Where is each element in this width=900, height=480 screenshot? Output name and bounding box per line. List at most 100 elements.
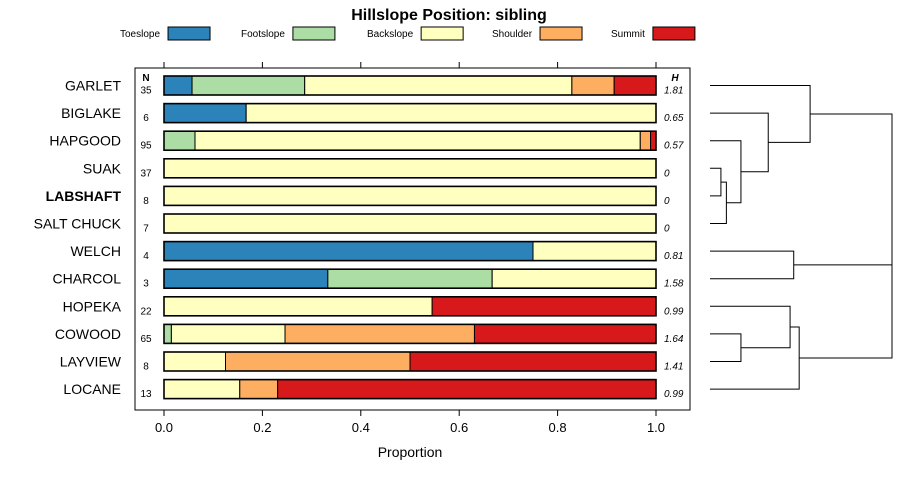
row-label-hopeka: HOPEKA xyxy=(63,298,122,314)
h-value-hapgood: 0.57 xyxy=(664,141,684,152)
row-label-salt-chuck: SALT CHUCK xyxy=(34,216,122,232)
h-value-garlet: 1.81 xyxy=(664,86,683,97)
n-count-locane: 13 xyxy=(140,389,152,400)
h-header: H xyxy=(671,73,679,84)
bar-biglake-toeslope xyxy=(163,103,247,124)
bar-outline-suak xyxy=(163,158,657,179)
bar-outline-garlet xyxy=(163,75,657,96)
h-value-labshaft: 0 xyxy=(664,196,670,207)
h-value-hopeka: 0.99 xyxy=(664,306,684,317)
bar-garlet-toeslope xyxy=(163,75,193,96)
h-value-welch: 0.81 xyxy=(664,251,683,262)
dendrogram xyxy=(710,85,893,390)
bar-welch-backslope xyxy=(532,241,657,262)
bar-hapgood-footslope xyxy=(163,130,196,151)
legend-swatch-shoulder xyxy=(539,26,583,41)
bar-charcol-toeslope xyxy=(163,268,329,289)
bar-outline-cowood xyxy=(163,323,657,345)
bar-hopeka-backslope xyxy=(163,296,433,317)
h-value-locane: 0.99 xyxy=(664,389,684,400)
legend-swatch-footslope xyxy=(292,26,336,41)
tick-label-0.0: 0.0 xyxy=(155,420,173,435)
bar-garlet-footslope xyxy=(191,75,306,96)
bar-labshaft-backslope xyxy=(163,185,657,206)
legend-swatch-backslope xyxy=(420,26,464,41)
bar-hopeka-summit xyxy=(431,296,657,317)
dendrogram-merge xyxy=(710,333,742,362)
row-label-labshaft: LABSHAFT xyxy=(46,188,122,204)
bar-outline-salt-chuck xyxy=(163,213,657,234)
tick-label-0.4: 0.4 xyxy=(352,420,370,435)
bar-salt-chuck-backslope xyxy=(163,213,657,234)
tick-label-0.8: 0.8 xyxy=(549,420,567,435)
bar-outline-charcol xyxy=(163,268,657,290)
row-label-cowood: COWOOD xyxy=(55,326,121,342)
dendrogram-merge xyxy=(710,167,722,197)
n-count-labshaft: 8 xyxy=(143,196,149,207)
tick-label-1.0: 1.0 xyxy=(647,420,665,435)
dendrogram-merge xyxy=(710,112,769,173)
bar-cowood-footslope xyxy=(163,323,172,344)
bar-outline-layview xyxy=(163,351,657,372)
bar-locane-shoulder xyxy=(239,379,279,400)
dendrogram-merge xyxy=(710,250,795,280)
bars-group: GARLET 35 1.81 BIGLAKE 6 0.65 HAPGOOD 95 0.57 SUA… xyxy=(34,75,684,400)
chart-title: Hillslope Position: sibling xyxy=(351,7,547,24)
bar-charcol-footslope xyxy=(327,268,493,289)
bar-hapgood-backslope xyxy=(194,130,641,151)
dendrogram-merge xyxy=(710,326,800,390)
bar-cowood-shoulder xyxy=(284,323,475,344)
dendrogram-merge xyxy=(810,113,893,312)
h-value-charcol: 1.58 xyxy=(664,279,684,290)
bar-outline-welch xyxy=(163,240,657,262)
n-header: N xyxy=(142,73,149,84)
n-count-garlet: 35 xyxy=(140,86,152,97)
bar-cowood-backslope xyxy=(170,323,286,344)
n-count-biglake: 6 xyxy=(143,113,149,124)
dendrogram-merge xyxy=(710,305,791,349)
bar-outline-locane xyxy=(163,378,657,400)
row-label-welch: WELCH xyxy=(70,243,121,259)
x-axis-title: Proportion xyxy=(378,444,443,460)
dendrogram-merge xyxy=(710,181,727,224)
n-count-cowood: 65 xyxy=(140,334,152,345)
n-count-suak: 37 xyxy=(140,168,152,179)
bar-outline-hopeka xyxy=(163,295,657,317)
row-label-layview: LAYVIEW xyxy=(60,354,122,370)
n-count-charcol: 3 xyxy=(143,279,149,290)
legend-label-summit: Summit xyxy=(611,29,645,40)
bar-outline-biglake xyxy=(163,102,657,124)
h-value-salt-chuck: 0 xyxy=(664,224,670,235)
n-count-salt-chuck: 7 xyxy=(143,224,149,235)
n-count-hopeka: 22 xyxy=(140,306,152,317)
row-label-garlet: GARLET xyxy=(65,78,121,94)
bar-biglake-backslope xyxy=(245,103,657,124)
bar-cowood-summit xyxy=(473,323,657,344)
h-value-layview: 1.41 xyxy=(664,362,683,373)
bar-locane-summit xyxy=(277,379,657,400)
bar-layview-shoulder xyxy=(225,351,411,372)
row-label-hapgood: HAPGOOD xyxy=(49,133,121,149)
row-label-biglake: BIGLAKE xyxy=(61,105,121,121)
bar-suak-backslope xyxy=(163,158,657,179)
bar-charcol-backslope xyxy=(491,268,657,289)
h-value-suak: 0 xyxy=(664,168,670,179)
bar-garlet-backslope xyxy=(304,75,573,96)
legend-swatch-toeslope xyxy=(167,26,211,41)
bar-hapgood-shoulder xyxy=(639,130,652,151)
bar-outline-hapgood xyxy=(163,130,657,151)
tick-label-0.2: 0.2 xyxy=(253,420,271,435)
x-axis: 0.0 0.2 0.4 0.6 0.8 1.0 xyxy=(155,62,665,435)
legend-label-toeslope: Toeslope xyxy=(120,29,160,40)
legend-swatch-summit xyxy=(652,26,696,41)
legend-label-footslope: Footslope xyxy=(241,29,285,40)
bar-outline-labshaft xyxy=(163,185,657,207)
bar-welch-toeslope xyxy=(163,241,534,262)
bar-locane-backslope xyxy=(163,379,241,400)
h-value-biglake: 0.65 xyxy=(664,113,684,124)
n-count-hapgood: 95 xyxy=(140,141,152,152)
bar-layview-backslope xyxy=(163,351,226,372)
row-label-charcol: CHARCOL xyxy=(53,271,122,287)
legend-label-backslope: Backslope xyxy=(367,29,414,40)
